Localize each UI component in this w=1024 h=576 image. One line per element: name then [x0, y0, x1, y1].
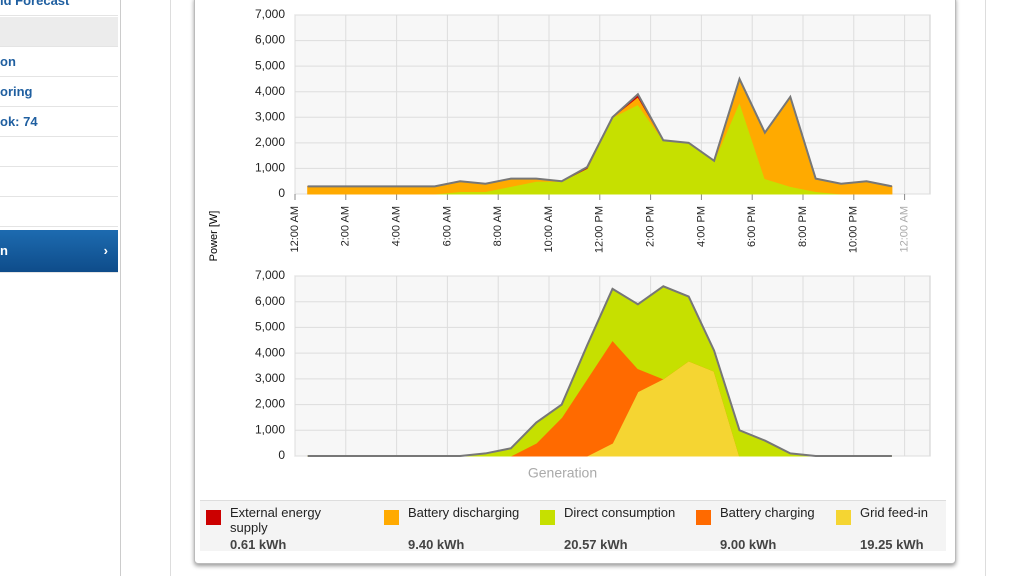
charts: 0 1,000 2,000 3,000 4,000 5,000 6,000 7,000 12:0… [208, 7, 931, 481]
menu-item[interactable]: on [0, 47, 118, 77]
menu-item[interactable] [0, 137, 118, 167]
energy: 19.25 kWh [860, 537, 924, 552]
energy: 9.40 kWh [408, 537, 465, 552]
swatch [384, 510, 399, 525]
x-tick-label: 4:00 AM [391, 206, 403, 246]
x-tick-label: 8:00 AM [492, 206, 504, 246]
x-tick-label: 12:00 AM [289, 206, 301, 252]
swatch [696, 510, 711, 525]
x-tick-label: 12:00 AM [899, 206, 911, 252]
swatch [836, 510, 851, 525]
energy: 20.57 kWh [564, 537, 628, 552]
menu-item[interactable] [0, 197, 118, 227]
y-tick-label: 4,000 [255, 84, 285, 98]
menu-item-active[interactable]: n › [0, 230, 118, 273]
legend-label: Grid feed-in [860, 505, 928, 520]
swatch [206, 510, 221, 525]
y-tick-label: 3,000 [255, 371, 285, 385]
y-tick-label: 1,000 [255, 422, 285, 436]
legend-label: Battery charging [720, 505, 815, 520]
divider [985, 0, 986, 576]
x-tick-label: 2:00 PM [645, 206, 657, 247]
legend-label: External energy supply [230, 505, 322, 535]
x-tick-label: 4:00 PM [695, 206, 707, 247]
y-tick-label: 2,000 [255, 397, 285, 411]
legend-label: Battery discharging [408, 505, 520, 520]
y-axis-label: Power [W] [208, 211, 220, 262]
x-tick-label: 2:00 AM [340, 206, 352, 246]
y-tick-label: 6,000 [255, 294, 285, 308]
energy: 0.61 kWh [230, 537, 287, 552]
y-tick-label: 7,000 [255, 7, 285, 21]
legend: External energy supply 0.61 kWh Battery di… [200, 500, 946, 552]
x-tick-label: 6:00 PM [746, 206, 758, 247]
menu-item[interactable]: ld Forecast [0, 0, 118, 16]
y-tick-label: 2,000 [255, 135, 285, 149]
menu-item[interactable]: ok: 74 [0, 107, 118, 137]
divider [170, 0, 171, 576]
menu-item[interactable]: oring [0, 77, 118, 107]
energy: 9.00 kWh [720, 537, 777, 552]
menu-item[interactable] [0, 167, 118, 197]
x-axis-label: Generation [528, 465, 597, 481]
y-tick-label: 5,000 [255, 58, 285, 72]
x-tick-label: 6:00 AM [441, 206, 453, 246]
x-tick-label: 10:00 PM [848, 206, 860, 253]
y-tick-label: 3,000 [255, 109, 285, 123]
y-tick-label: 0 [278, 186, 285, 200]
chevron: › [103, 243, 108, 258]
y-tick-label: 7,000 [255, 268, 285, 282]
outline [307, 76, 893, 188]
x-tick-label: 10:00 AM [543, 206, 555, 252]
menu-item[interactable] [0, 17, 118, 47]
sidebar: ld Forecast on oring ok: 74 n › [0, 0, 118, 576]
legend-label: Direct consumption [564, 505, 676, 520]
menu-label: n [0, 243, 8, 258]
y-tick-label: 5,000 [255, 320, 285, 334]
y-tick-label: 6,000 [255, 33, 285, 47]
y-tick-label: 1,000 [255, 161, 285, 175]
divider [120, 0, 121, 576]
y-tick-label: 0 [278, 448, 285, 462]
x-tick-label: 12:00 PM [594, 206, 606, 253]
y-tick-label: 4,000 [255, 345, 285, 359]
swatch [540, 510, 555, 525]
outline [307, 285, 892, 457]
x-tick-label: 8:00 PM [797, 206, 809, 247]
